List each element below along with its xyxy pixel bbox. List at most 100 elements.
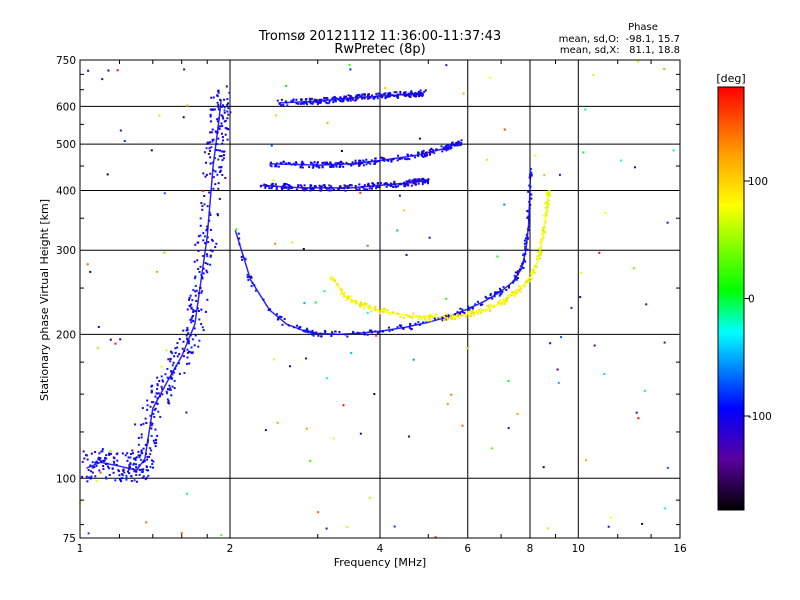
echo-point (419, 179, 422, 182)
colorbar (717, 86, 745, 511)
echo-point (449, 315, 452, 318)
echo-point (525, 237, 528, 240)
x-tick-label: 8 (527, 543, 534, 555)
echo-point (362, 159, 365, 162)
echo-point (418, 323, 421, 326)
echo-point (335, 165, 338, 168)
noise-point (619, 159, 622, 162)
echo-point (529, 175, 532, 178)
echo-point (540, 252, 543, 255)
echo-point (219, 98, 222, 101)
echo-point (250, 285, 253, 288)
echo-point (458, 314, 461, 317)
echo-point (134, 458, 137, 461)
echo-point (363, 184, 366, 187)
echo-point (320, 335, 323, 338)
echo-point (319, 332, 322, 335)
echo-point (526, 236, 529, 239)
echo-point (546, 201, 549, 204)
echo-point (176, 346, 179, 349)
echo-point (291, 100, 294, 103)
echo-point (216, 101, 219, 104)
colorbar-unit: [deg] (716, 72, 745, 85)
echo-point (104, 456, 107, 459)
echo-point (399, 90, 402, 93)
echo-point (441, 316, 444, 319)
echo-point (489, 309, 492, 312)
noise-point (163, 192, 166, 195)
echo-point (427, 178, 430, 181)
echo-point (364, 188, 367, 191)
echo-point (270, 165, 273, 168)
noise-point (403, 209, 406, 212)
echo-point (139, 454, 142, 457)
echo-point (141, 476, 144, 479)
echo-point (190, 316, 193, 319)
noise-point (635, 411, 638, 414)
echo-point (123, 471, 126, 474)
echo-point (105, 457, 108, 460)
echo-point (277, 165, 280, 168)
echo-point (150, 427, 153, 430)
echo-point (194, 294, 197, 297)
echo-point (468, 310, 471, 313)
noise-point (302, 248, 305, 251)
echo-point (503, 298, 506, 301)
echo-point (330, 185, 333, 188)
echo-point (156, 384, 159, 387)
noise-point (666, 466, 669, 469)
noise-point (579, 296, 582, 299)
echo-point (151, 463, 154, 466)
echo-point (386, 159, 389, 162)
echo-point (342, 100, 345, 103)
echo-point (421, 178, 424, 181)
echo-point (323, 96, 326, 99)
echo-point (220, 114, 223, 117)
echo-point (457, 141, 460, 144)
echo-point (214, 246, 217, 249)
echo-point (82, 450, 85, 453)
echo-point (409, 92, 412, 95)
echo-point (395, 91, 398, 94)
echo-point (211, 140, 214, 143)
echo-point (422, 149, 425, 152)
echo-point (269, 308, 272, 311)
echo-point (354, 184, 357, 187)
y-tick-label: 100 (56, 473, 76, 485)
echo-point (223, 111, 226, 114)
echo-point (200, 202, 203, 205)
echo-point (277, 316, 280, 319)
echo-point (190, 307, 193, 310)
echo-point (424, 181, 427, 184)
echo-point (89, 464, 92, 467)
noise-point (560, 336, 563, 339)
echo-point (530, 277, 533, 280)
echo-point (423, 153, 426, 156)
echo-point (313, 332, 316, 335)
echo-point (205, 269, 208, 272)
echo-point (410, 154, 413, 157)
echo-point (450, 316, 453, 319)
echo-point (407, 92, 410, 95)
echo-point (515, 278, 518, 281)
echo-point (472, 311, 475, 314)
echo-point (403, 181, 406, 184)
echo-point (118, 478, 121, 481)
echo-point (325, 101, 328, 104)
echo-point (311, 166, 314, 169)
echo-point (211, 128, 214, 131)
echo-point (389, 185, 392, 188)
echo-point (189, 294, 192, 297)
echo-point (412, 182, 415, 185)
echo-point (182, 355, 185, 358)
echo-point (465, 314, 468, 317)
echo-point (526, 233, 529, 236)
echo-point (283, 183, 286, 186)
echo-point (420, 93, 423, 96)
echo-point (414, 178, 417, 181)
noise-point (305, 427, 308, 430)
echo-point (392, 157, 395, 160)
echo-point (171, 352, 174, 355)
echo-point (399, 92, 402, 95)
noise-point (163, 251, 166, 254)
